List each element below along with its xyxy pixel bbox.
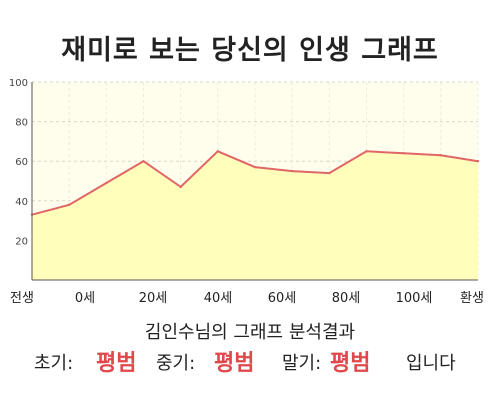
x-tick-label: 80세 <box>332 291 361 306</box>
life-graph-chart: 100 80 60 40 20 전생 0세 20세 40세 60세 80세 100세 환생 <box>9 78 484 306</box>
x-tick-label: 환생 <box>460 291 484 306</box>
x-tick-label: 60세 <box>268 291 297 306</box>
early-stage-label: 초기: <box>34 353 74 374</box>
data-point <box>216 150 220 153</box>
data-point <box>179 185 182 189</box>
x-tick-label: 0세 <box>75 291 95 306</box>
area-fill <box>32 151 478 280</box>
data-point <box>253 165 257 169</box>
late-stage-label: 말기: <box>282 353 322 374</box>
analysis-result-line: 초기: 평범 중기: 평범 말기: 평범 입니다 <box>0 346 500 382</box>
y-tick-label: 40 <box>15 197 28 208</box>
data-point <box>142 160 145 163</box>
data-point <box>402 152 405 155</box>
middle-stage-verdict: 평범 <box>214 351 255 376</box>
result-suffix: 입니다 <box>406 353 456 374</box>
y-tick-label: 60 <box>15 157 28 168</box>
x-tick-label: 20세 <box>139 291 168 306</box>
middle-stage-label: 중기: <box>156 353 196 374</box>
data-point <box>290 169 294 173</box>
analysis-summary: 김인수님의 그래프 분석결과 <box>144 322 356 343</box>
data-point <box>365 150 368 153</box>
page-title: 재미로 보는 당신의 인생 그래프 <box>61 35 439 66</box>
x-tick-label: 100세 <box>396 291 433 306</box>
early-stage-verdict: 평범 <box>96 351 137 376</box>
y-tick-label: 100 <box>9 78 28 89</box>
x-tick-label: 40세 <box>204 291 233 306</box>
x-tick-label: 전생 <box>10 291 34 306</box>
y-tick-label: 20 <box>15 236 28 247</box>
data-point <box>67 203 71 206</box>
late-stage-verdict: 평범 <box>330 351 371 376</box>
data-point <box>328 171 331 175</box>
data-point <box>439 154 443 157</box>
data-point <box>105 181 108 185</box>
data-point <box>476 160 480 163</box>
y-tick-label: 80 <box>15 118 28 129</box>
